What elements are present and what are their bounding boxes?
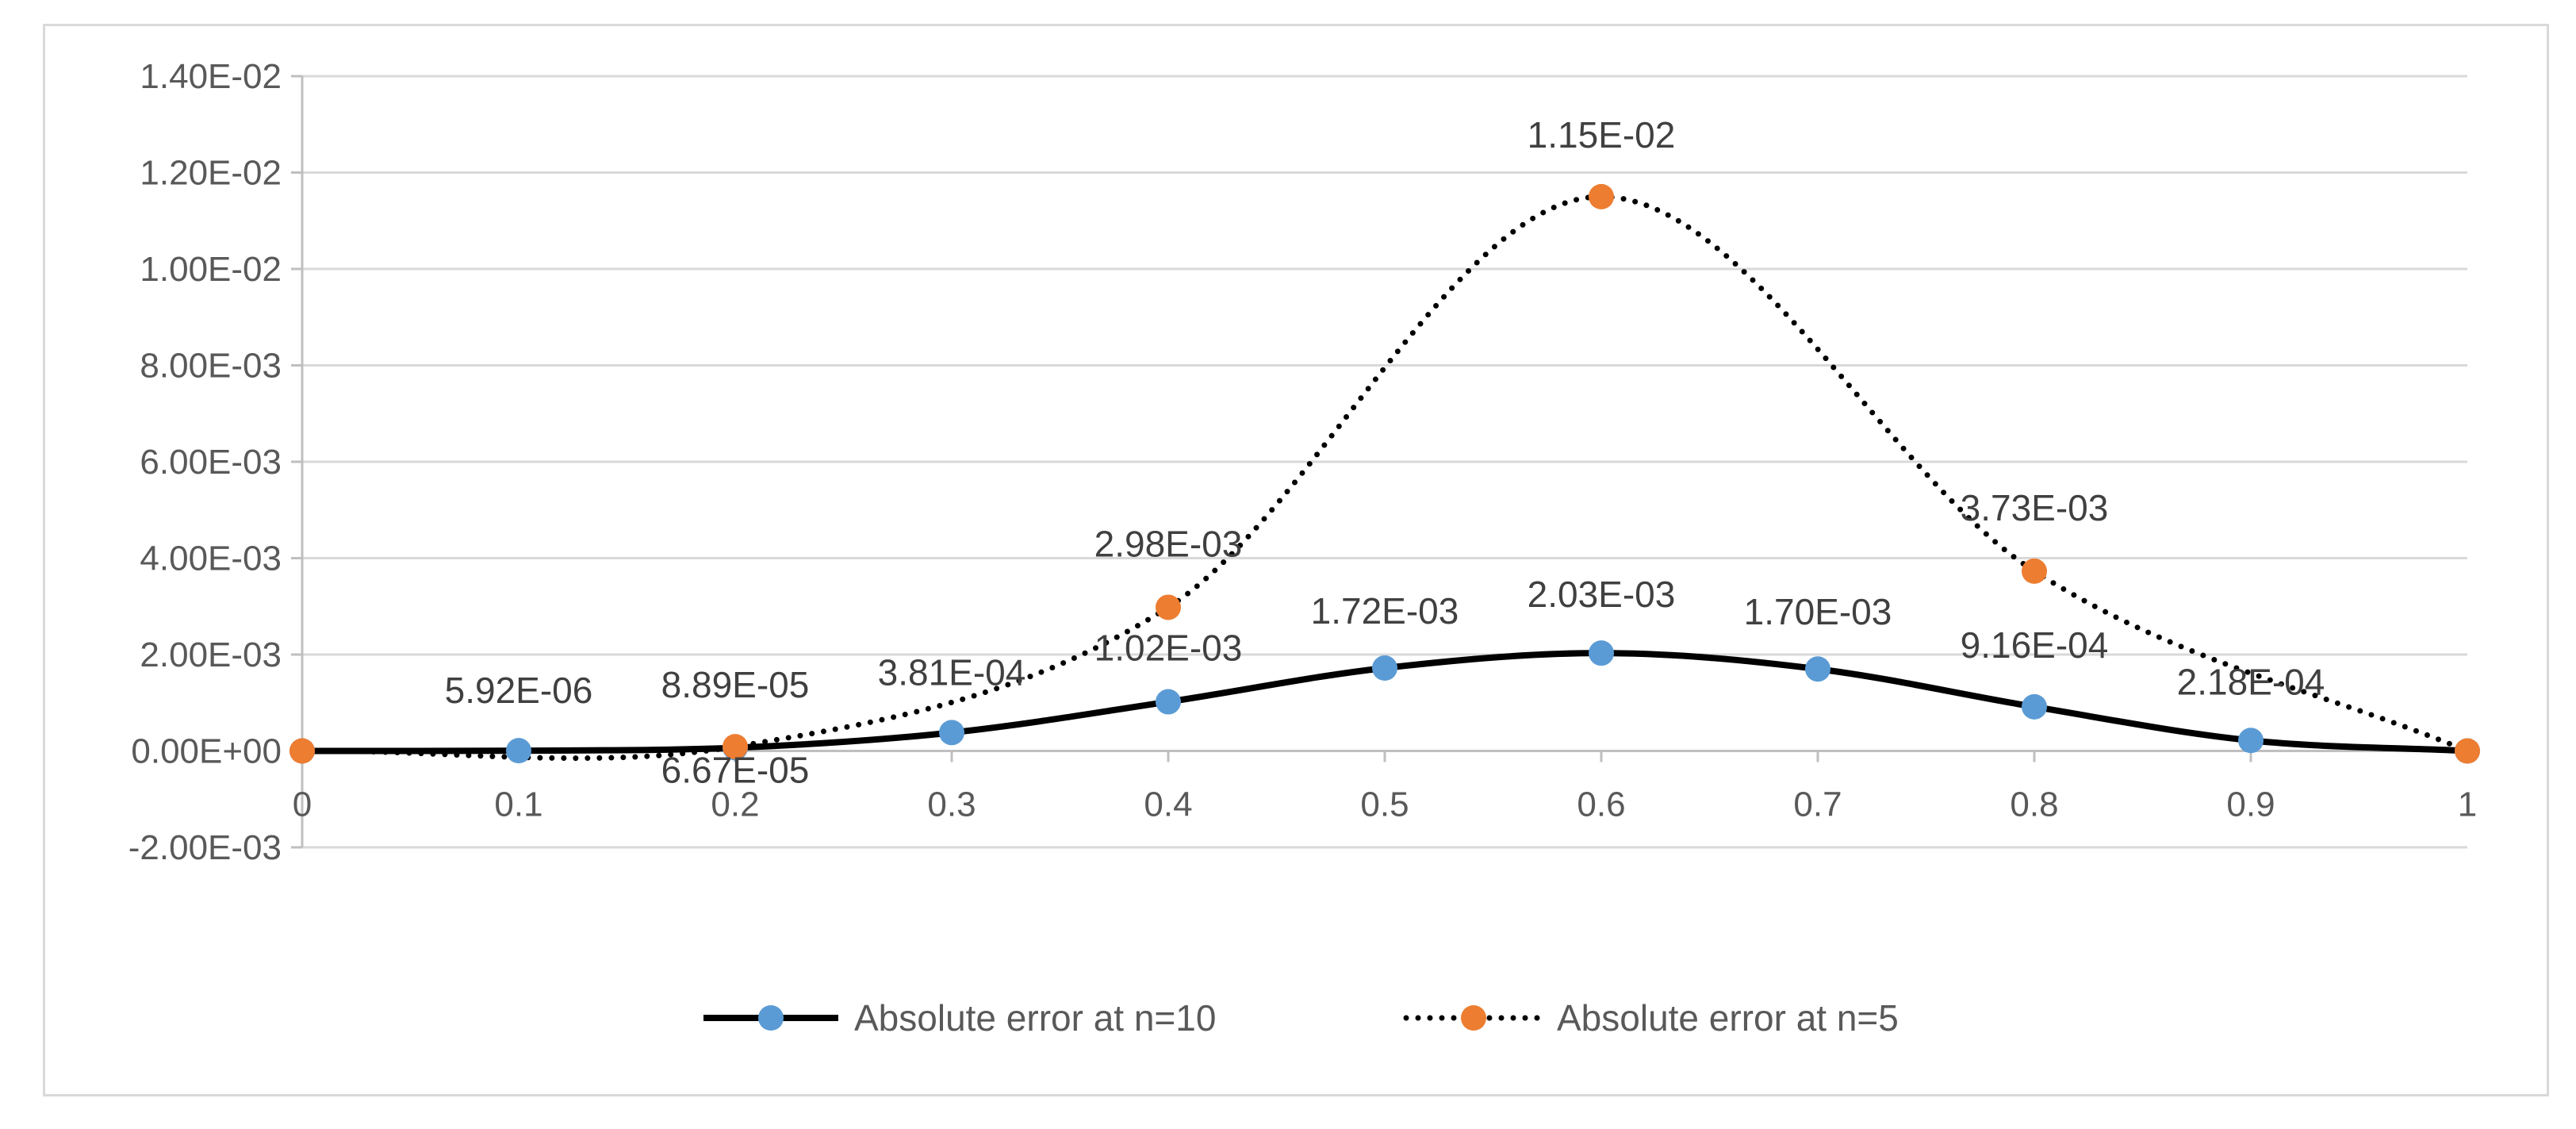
y-tick-label: -2.00E-03 (128, 828, 282, 867)
data-label: 3.73E-03 (1961, 487, 2109, 528)
data-label: 2.18E-04 (2177, 661, 2325, 702)
y-tick-label: 1.20E-02 (140, 154, 282, 193)
series-2-point (2455, 738, 2480, 764)
series-1-point (506, 738, 531, 764)
data-label: 2.98E-03 (1094, 523, 1243, 564)
y-tick-label: 4.00E-03 (140, 540, 282, 578)
series-layer (289, 183, 2480, 764)
x-tick-label: 0.8 (2010, 785, 2058, 824)
series-2-point (2022, 558, 2047, 584)
data-label: 1.70E-03 (1744, 591, 1892, 632)
y-tick-label: 1.40E-02 (140, 57, 282, 96)
series-1-point (1372, 655, 1397, 682)
series-1-point (1156, 689, 1181, 715)
legend-label-2: Absolute error at n=5 (1557, 997, 1899, 1039)
series-line-2 (299, 194, 2471, 762)
x-tick-label: 0.1 (494, 785, 542, 824)
x-tick-label: 0.4 (1144, 785, 1192, 824)
x-tick-label: 0.5 (1360, 785, 1409, 824)
x-tick-label: 0.9 (2226, 785, 2275, 824)
series-2-point (1156, 594, 1181, 620)
legend-marker-2 (1461, 1005, 1486, 1031)
x-tick-label: 0.2 (711, 785, 759, 824)
data-label: 1.72E-03 (1311, 590, 1459, 632)
series-2-point (1589, 183, 1614, 209)
series-1-point (1589, 640, 1614, 666)
line-chart: -2.00E-03 0.00E+00 2.00E-03 4.00E-03 6.00E-0… (128, 57, 2480, 1039)
data-label: 8.89E-05 (661, 664, 810, 705)
y-tick-label: 2.00E-03 (140, 636, 282, 674)
data-label: 3.81E-04 (878, 651, 1026, 693)
series-1-point (2022, 693, 2047, 720)
data-label: 1.15E-02 (1528, 114, 1676, 156)
series-1-point (1805, 656, 1830, 682)
series-2-point (289, 738, 315, 764)
y-tick-label: 8.00E-03 (140, 347, 282, 386)
data-label: 2.03E-03 (1528, 574, 1676, 615)
y-tick-label: 6.00E-03 (140, 443, 282, 482)
x-tick-label: 0 (293, 785, 312, 824)
data-label: 5.92E-06 (445, 670, 593, 711)
grid-lines (302, 75, 2467, 849)
y-tick-label: 1.00E-02 (140, 250, 282, 289)
axes: -2.00E-03 0.00E+00 2.00E-03 4.00E-03 6.00E-0… (128, 57, 2477, 867)
y-tick-label: 0.00E+00 (131, 732, 282, 771)
legend-label-1: Absolute error at n=10 (854, 997, 1216, 1039)
x-tick-label: 0.3 (927, 785, 976, 824)
chart-frame: -2.00E-03 0.00E+00 2.00E-03 4.00E-03 6.00E-0… (43, 24, 2549, 1096)
legend-marker-1 (758, 1005, 784, 1031)
data-labels: 5.92E-06 6.67E-05 3.81E-04 1.02E-03 1.72E-03… (445, 114, 2325, 791)
series-1-point (2238, 728, 2264, 754)
x-tick-label: 1 (2458, 785, 2477, 824)
data-label: 1.02E-03 (1094, 628, 1243, 669)
data-label: 6.67E-05 (661, 749, 810, 790)
series-2-point (723, 734, 748, 760)
series-1-point (939, 720, 964, 746)
legend: Absolute error at n=10 Absolute error at … (703, 997, 1899, 1039)
x-tick-label: 0.6 (1577, 785, 1625, 824)
x-tick-label: 0.7 (1793, 785, 1842, 824)
data-label: 9.16E-04 (1961, 624, 2109, 666)
